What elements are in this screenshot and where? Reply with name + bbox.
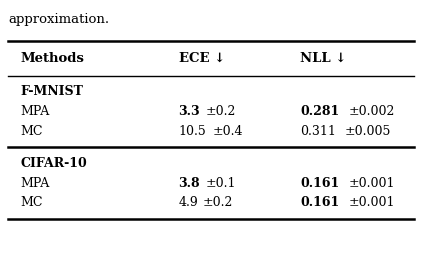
Text: ±0.005: ±0.005 [345, 125, 391, 138]
Text: 0.161: 0.161 [300, 197, 339, 209]
Text: ECE ↓: ECE ↓ [179, 52, 225, 65]
Text: ±0.4: ±0.4 [213, 125, 243, 138]
Text: NLL ↓: NLL ↓ [300, 52, 346, 65]
Text: 0.161: 0.161 [300, 177, 339, 190]
Text: approximation.: approximation. [8, 14, 110, 26]
Text: CIFAR-10: CIFAR-10 [21, 157, 87, 170]
Text: 10.5: 10.5 [179, 125, 206, 138]
Text: MPA: MPA [21, 105, 50, 118]
Text: F-MNIST: F-MNIST [21, 85, 84, 98]
Text: 0.311: 0.311 [300, 125, 336, 138]
Text: ±0.001: ±0.001 [349, 177, 395, 190]
Text: 3.3: 3.3 [179, 105, 200, 118]
Text: ±0.001: ±0.001 [349, 197, 395, 209]
Text: 3.8: 3.8 [179, 177, 200, 190]
Text: ±0.002: ±0.002 [349, 105, 395, 118]
Text: 4.9: 4.9 [179, 197, 198, 209]
Text: ±0.1: ±0.1 [206, 177, 236, 190]
Text: ±0.2: ±0.2 [203, 197, 233, 209]
Text: ±0.2: ±0.2 [206, 105, 236, 118]
Text: 0.281: 0.281 [300, 105, 339, 118]
Text: MC: MC [21, 125, 43, 138]
Text: MC: MC [21, 197, 43, 209]
Text: MPA: MPA [21, 177, 50, 190]
Text: Methods: Methods [21, 52, 84, 65]
